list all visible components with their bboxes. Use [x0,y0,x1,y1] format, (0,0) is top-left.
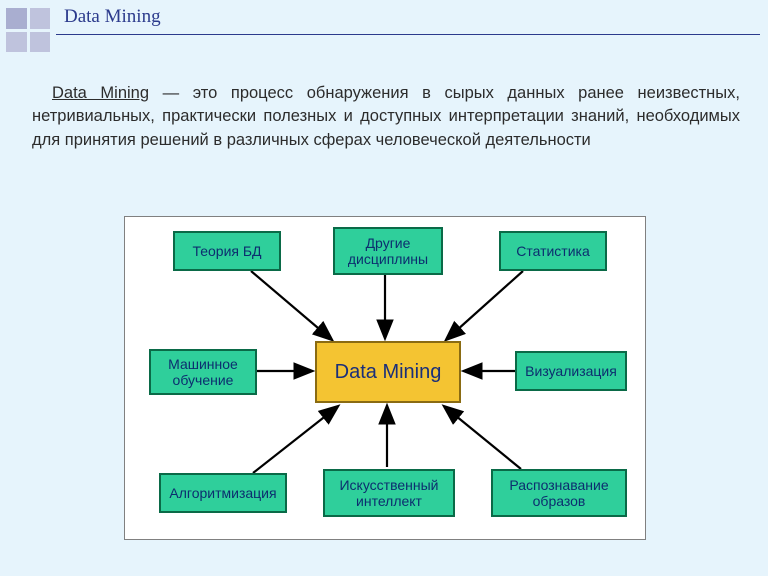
node-recog: Распознавание образов [491,469,627,517]
term-underlined: Data Mining [52,84,149,102]
definition-paragraph: Data Mining — это процесс обнаружения в … [32,82,740,152]
header-underline [56,34,760,35]
page-title: Data Mining [64,6,161,28]
node-ai: Искусственный интеллект [323,469,455,517]
node-stat: Статистика [499,231,607,271]
node-center: Data Mining [315,341,461,403]
node-algo: Алгоритмизация [159,473,287,513]
diagram-container: Теория БД Другие дисциплины Статистика Маши… [124,216,646,540]
node-viz: Визуализация [515,351,627,391]
node-other: Другие дисциплины [333,227,443,275]
node-db: Теория БД [173,231,281,271]
node-ml: Машинное обучение [149,349,257,395]
logo-squares [6,8,50,52]
